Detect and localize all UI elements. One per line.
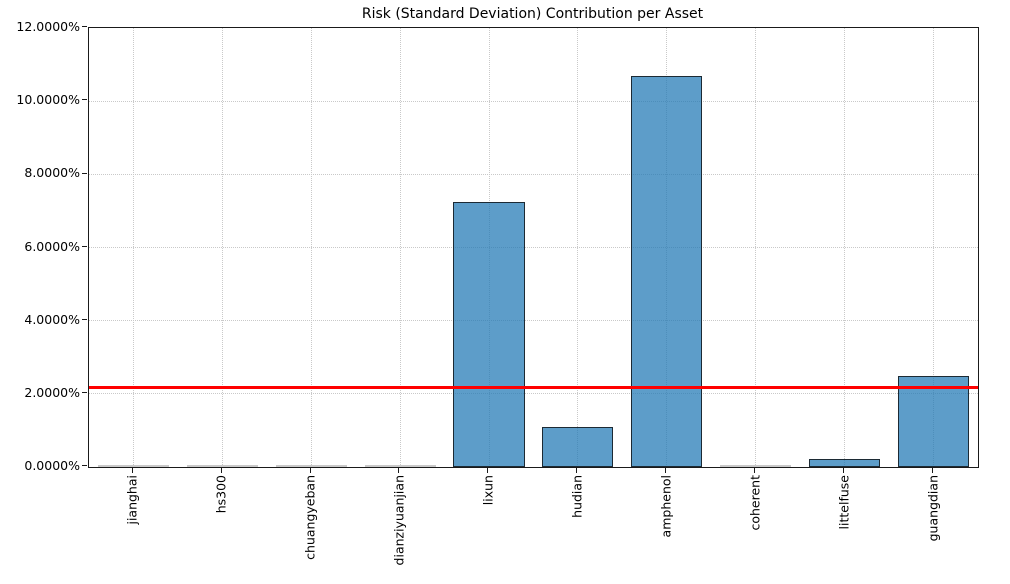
xtick-label-chuangyeban: chuangyeban: [302, 475, 318, 560]
xtick-label-hs300: hs300: [213, 475, 229, 514]
ytick-label-12: 12.0000%: [16, 19, 80, 34]
ytick-mark-12: [81, 26, 87, 28]
bar-hs300: [186, 465, 258, 467]
xtick-label-lixun: lixun: [480, 475, 496, 506]
ytick-label-2: 2.0000%: [24, 384, 80, 400]
v-gridline-littelfuse: [844, 28, 846, 467]
ytick-mark-0: [81, 465, 87, 467]
bar-chuangyeban: [275, 465, 347, 467]
bar-coherent: [720, 465, 792, 467]
v-gridline-chuangyeban: [310, 28, 312, 467]
xtick-mark-guangdian: [931, 467, 933, 473]
bar-jianghai: [97, 465, 169, 467]
ytick-mark-4: [81, 318, 87, 320]
bar-hudian: [542, 426, 614, 467]
mean-risk-line: [89, 385, 978, 389]
xtick-label-littelfuse: littelfuse: [836, 475, 852, 530]
bar-littelfuse: [809, 459, 881, 467]
xtick-mark-hs300: [220, 467, 222, 473]
ytick-mark-2: [81, 392, 87, 394]
xtick-mark-dianziyuanjian: [398, 467, 400, 473]
v-gridline-hudian: [577, 28, 579, 467]
bar-lixun: [453, 202, 525, 467]
xtick-label-coherent: coherent: [747, 475, 763, 531]
h-gridline-2: [89, 393, 978, 395]
ytick-label-4: 4.0000%: [24, 311, 80, 327]
xtick-label-amphenol: amphenol: [658, 475, 674, 538]
ytick-label-10: 10.0000%: [16, 92, 80, 108]
h-gridline-8: [89, 173, 978, 175]
h-gridline-10: [89, 100, 978, 102]
h-gridline-4: [89, 320, 978, 322]
xtick-mark-littelfuse: [842, 467, 844, 473]
ytick-mark-10: [81, 99, 87, 101]
bar-guangdian: [897, 375, 970, 467]
xtick-label-dianziyuanjian: dianziyuanjian: [391, 475, 407, 566]
v-gridline-dianziyuanjian: [399, 28, 401, 467]
v-gridline-jianghai: [132, 28, 134, 467]
xtick-mark-jianghai: [131, 467, 133, 473]
xtick-mark-coherent: [754, 467, 755, 473]
bar-dianziyuanjian: [364, 465, 436, 467]
ytick-mark-8: [81, 172, 87, 174]
xtick-mark-amphenol: [665, 467, 667, 473]
xtick-label-jianghai: jianghai: [124, 475, 140, 525]
ytick-label-8: 8.0000%: [24, 165, 80, 181]
v-gridline-hs300: [221, 28, 223, 467]
xtick-mark-hudian: [576, 467, 578, 473]
v-gridline-coherent: [755, 28, 757, 467]
xtick-label-guangdian: guangdian: [925, 475, 941, 542]
xtick-mark-lixun: [487, 467, 489, 473]
h-gridline-6: [89, 247, 978, 248]
xtick-label-hudian: hudian: [569, 475, 585, 518]
ytick-mark-6: [81, 245, 87, 247]
xtick-mark-chuangyeban: [309, 467, 311, 473]
plot-area: [88, 27, 979, 468]
bar-amphenol: [631, 75, 703, 467]
ytick-label-6: 6.0000%: [24, 238, 80, 254]
chart-title: Risk (Standard Deviation) Contribution p…: [361, 6, 704, 22]
v-gridline-guangdian: [933, 28, 935, 467]
ytick-label-0: 0.0000%: [24, 458, 80, 473]
